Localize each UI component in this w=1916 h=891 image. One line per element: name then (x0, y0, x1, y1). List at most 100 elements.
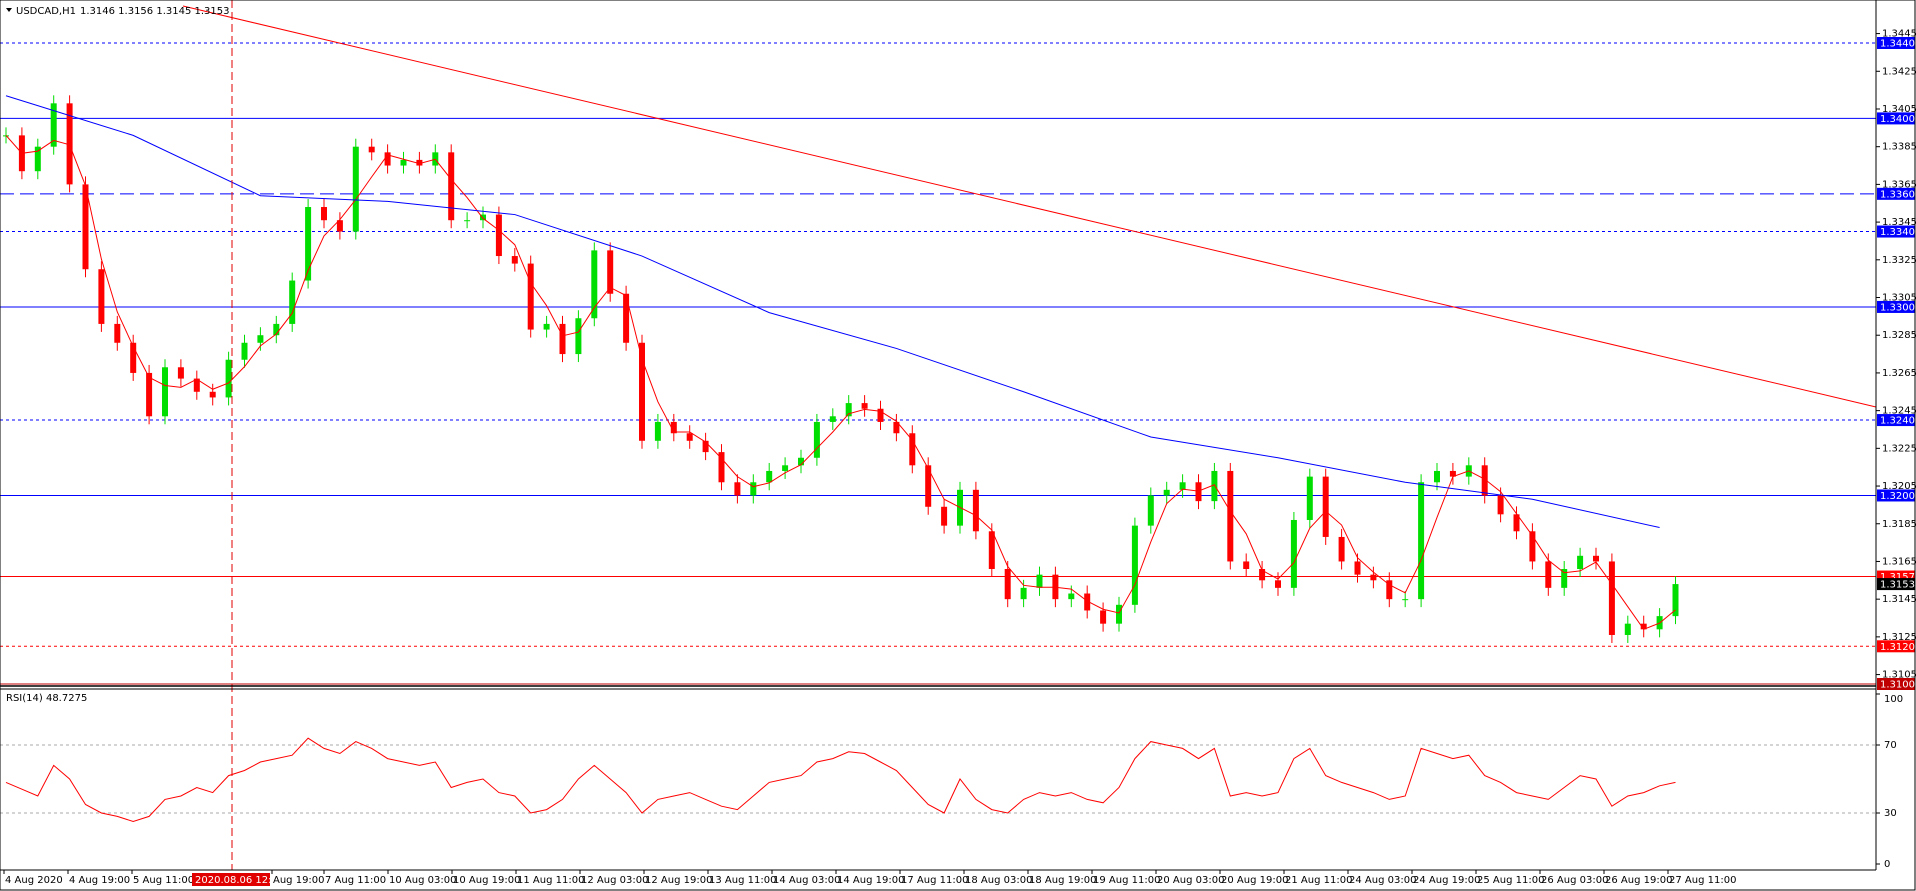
candle-body (368, 146, 375, 153)
price-panel: 1.34451.34251.34051.33851.33651.33451.33… (0, 29, 1916, 691)
time-tick-label: 4 Aug 2020 (5, 875, 63, 886)
level-tag: 1.3360 (1877, 187, 1915, 200)
rsi-tick-label: 100 (1884, 694, 1903, 705)
time-tick-label: 5 Aug 11:00 (133, 875, 194, 886)
rsi-tick-label: 0 (1884, 859, 1890, 870)
level-tag: 1.3400 (1877, 112, 1915, 125)
time-tick-label: 24 Aug 19:00 (1413, 875, 1480, 886)
time-tick-label: 4 Aug 19:00 (69, 875, 130, 886)
time-cursor-box (192, 873, 270, 886)
time-tick-label: 11 Aug 11:00 (517, 875, 584, 886)
candle-body (559, 323, 566, 355)
candle-body (1338, 536, 1345, 562)
price-tick-label: 1.3445 (1882, 29, 1916, 40)
candle-body (1243, 561, 1250, 569)
level-tag-box (1877, 678, 1915, 690)
price-tick-label: 1.3225 (1882, 443, 1916, 454)
candle-body (1449, 470, 1456, 477)
candle-body (1195, 482, 1202, 502)
candle-body (209, 391, 216, 398)
candle-body (813, 421, 820, 458)
ma-fast (5, 135, 1676, 630)
time-tick-label: 27 Aug 11:00 (1669, 875, 1736, 886)
ma-slow (5, 95, 1660, 529)
candle-body (623, 293, 630, 343)
candle-body (718, 452, 725, 483)
candle-body (114, 323, 121, 343)
candle-body (988, 531, 995, 569)
candle-body (1481, 465, 1488, 496)
time-axis: 4 Aug 2020 4 Aug 19:00 5 Aug 11:00 2020.08.… (3, 870, 1736, 886)
level-tag-box (1877, 300, 1915, 313)
candle-body (177, 367, 184, 379)
menu-arrow[interactable] (6, 8, 12, 12)
level-tag-box (1877, 112, 1915, 125)
time-tick-label: 20 Aug 19:00 (1221, 875, 1288, 886)
price-tick-label: 1.3345 (1882, 217, 1916, 228)
candle-body (829, 416, 836, 422)
rsi-label: RSI(14) 48.7275 (6, 693, 87, 704)
candle-body (321, 207, 327, 221)
time-tick-label: 10 Aug 19:00 (453, 875, 520, 886)
candle-body (289, 280, 296, 324)
candle-body (1418, 482, 1425, 600)
time-tick-label: 18 Aug 03:00 (965, 875, 1032, 886)
candle-body (1036, 574, 1043, 588)
level-tag-box (1877, 414, 1915, 427)
candle-body (1386, 580, 1393, 600)
candle-body (1624, 623, 1631, 635)
candle-body (1608, 561, 1615, 635)
time-tick-label: 25 Aug 11:00 (1477, 875, 1544, 886)
candle-body (670, 421, 677, 434)
candle-body (1084, 593, 1091, 611)
candle-body (400, 159, 407, 166)
candle-body (893, 421, 900, 434)
time-cursor-label: 2020.08.06 12:00 (195, 875, 284, 886)
candle-body (1640, 623, 1647, 630)
price-tick-label: 1.3325 (1882, 255, 1916, 266)
candle-body (972, 489, 979, 532)
level-tag: 1.3100 (1877, 678, 1915, 691)
candle-body (50, 103, 57, 147)
candle-body (162, 367, 168, 417)
level-tag-box (1877, 640, 1915, 653)
candle-body (193, 378, 200, 392)
price-tick-label: 1.3265 (1882, 368, 1916, 379)
candle-body (1497, 495, 1504, 515)
candle-body (1020, 587, 1027, 600)
candle-body (1402, 599, 1409, 601)
time-tick-label: 10 Aug 03:00 (389, 875, 456, 886)
trendline (182, 5, 1877, 408)
candle-body (798, 457, 804, 466)
time-tick-label: 26 Aug 03:00 (1541, 875, 1608, 886)
candle-body (336, 220, 343, 232)
candle-body (1434, 470, 1440, 483)
level-tag-label: 1.3440 (1880, 39, 1915, 50)
candle-body (734, 482, 741, 496)
rsi-tick-label: 30 (1884, 808, 1897, 819)
candle-body (607, 250, 614, 294)
candle-body (98, 269, 105, 324)
candle-body (1370, 574, 1377, 581)
price-tick-label: 1.3145 (1882, 594, 1916, 605)
price-tick-label: 1.3365 (1882, 179, 1916, 190)
time-tick-label: 12 Aug 19:00 (645, 875, 712, 886)
candle-body (543, 323, 550, 330)
candle-body (1275, 580, 1281, 588)
candle-body (861, 403, 868, 409)
current-price-box (1877, 578, 1915, 591)
rsi-tick-label: 70 (1884, 740, 1897, 751)
candle-body (1545, 561, 1552, 588)
level-tag-label: 1.3300 (1880, 302, 1915, 313)
candle-body (686, 433, 693, 441)
candle-body (225, 359, 232, 398)
candle-body (1004, 568, 1011, 600)
level-tag-label: 1.3120 (1880, 642, 1915, 653)
level-tag-label: 1.3360 (1880, 189, 1915, 200)
time-tick-label: 14 Aug 03:00 (773, 875, 840, 886)
level-tag-label: 1.3200 (1880, 491, 1915, 502)
candle-body (1322, 476, 1329, 537)
